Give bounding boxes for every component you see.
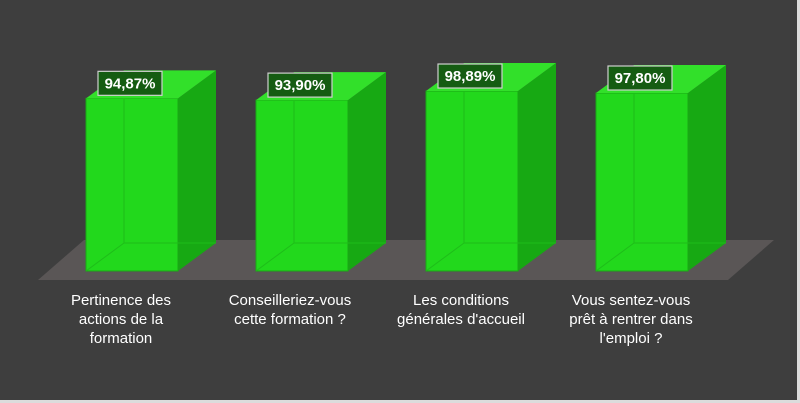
frame-border-right xyxy=(797,0,800,403)
bar xyxy=(595,92,689,272)
bar-inner-edge xyxy=(85,242,125,272)
bar xyxy=(425,90,519,272)
bar-inner-edge xyxy=(595,242,635,272)
bar xyxy=(85,97,179,272)
data-label: 93,90% xyxy=(275,77,326,94)
data-label: 97,80% xyxy=(615,70,666,87)
data-label-box xyxy=(97,70,163,96)
data-label-box xyxy=(437,63,503,89)
bar-side xyxy=(348,72,386,272)
bar-side xyxy=(688,65,726,271)
category-label: Vous sentez-vous prêt à rentrer dans l'e… xyxy=(569,292,693,347)
bar-side xyxy=(518,63,556,271)
bar-inner-edge xyxy=(425,242,465,272)
category-label: Conseilleriez-vous cette formation ? xyxy=(228,292,352,328)
frame-border-bottom xyxy=(0,400,800,403)
bar-inner-edge xyxy=(255,242,295,272)
bar xyxy=(255,99,349,272)
category-label: Pertinence des actions de la formation xyxy=(70,292,172,347)
chart-floor xyxy=(38,240,774,280)
data-label-box xyxy=(267,72,333,98)
data-label-box xyxy=(607,65,673,91)
data-label: 94,87% xyxy=(105,75,156,92)
category-label: Les conditions générales d'accueil xyxy=(397,292,525,328)
bar-side xyxy=(178,70,216,271)
data-label: 98,89% xyxy=(445,68,496,85)
